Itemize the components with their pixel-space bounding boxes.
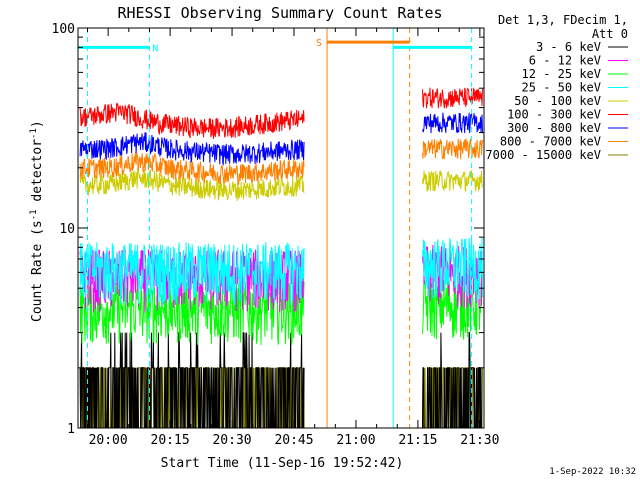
x-tick-label-4: 21:00	[336, 433, 375, 448]
x-tick-label-6: 21:30	[460, 433, 499, 448]
legend-label-7: 800 - 7000 keV	[500, 135, 601, 149]
legend-header-line-2: Att 0	[592, 27, 628, 41]
y-axis-label-mid: detector	[30, 139, 45, 210]
series-line-800-7000kev	[79, 138, 483, 186]
footer-date: 1-Sep-2022 10:32	[549, 467, 636, 477]
series-line-25-50kev	[79, 237, 483, 306]
legend-label-1: 6 - 12 keV	[529, 54, 601, 68]
legend-label-0: 3 - 6 keV	[536, 40, 601, 54]
y-axis-label-sup1: -1	[29, 209, 39, 220]
y-tick-label-1: 10	[59, 222, 75, 237]
y-axis-label-end: )	[30, 120, 45, 128]
flag-label-N: N	[152, 43, 158, 54]
series-line-100-300kev	[79, 87, 483, 139]
series-line-300-800kev	[79, 112, 483, 166]
legend-label-2: 12 - 25 keV	[522, 67, 601, 81]
legend-label-5: 100 - 300 keV	[507, 108, 601, 122]
x-tick-label-1: 20:15	[151, 433, 190, 448]
y-tick-label-2: 100	[52, 22, 75, 37]
legend-header-line-1: Det 1,3, FDecim 1,	[498, 13, 628, 27]
x-tick-label-2: 20:30	[212, 433, 251, 448]
flag-label-S: S	[316, 38, 322, 49]
axes: 20:00 20:15 20:30 20:45 21:00 21:15 21:30 1 10 10…	[52, 22, 500, 448]
x-tick-label-0: 20:00	[89, 433, 128, 448]
legend-label-4: 50 - 100 keV	[514, 94, 601, 108]
x-tick-label-3: 20:45	[274, 433, 313, 448]
x-tick-label-5: 21:15	[398, 433, 437, 448]
y-axis-label-main: Count Rate (s	[30, 220, 45, 322]
chart-title: RHESSI Observing Summary Count Rates	[117, 4, 442, 22]
series-line-50-100kev	[79, 168, 483, 201]
y-axis-label-sup2: -1	[29, 128, 39, 139]
legend-label-6: 300 - 800 keV	[507, 121, 601, 135]
x-axis-label: Start Time (11-Sep-16 19:52:42)	[161, 456, 404, 471]
y-axis-label: Count Rate (s-1 detector-1)	[29, 120, 45, 322]
legend-label-8: 7000 - 15000 keV	[485, 148, 601, 162]
y-tick-label-0: 1	[67, 422, 75, 437]
legend-label-3: 25 - 50 keV	[522, 81, 601, 95]
